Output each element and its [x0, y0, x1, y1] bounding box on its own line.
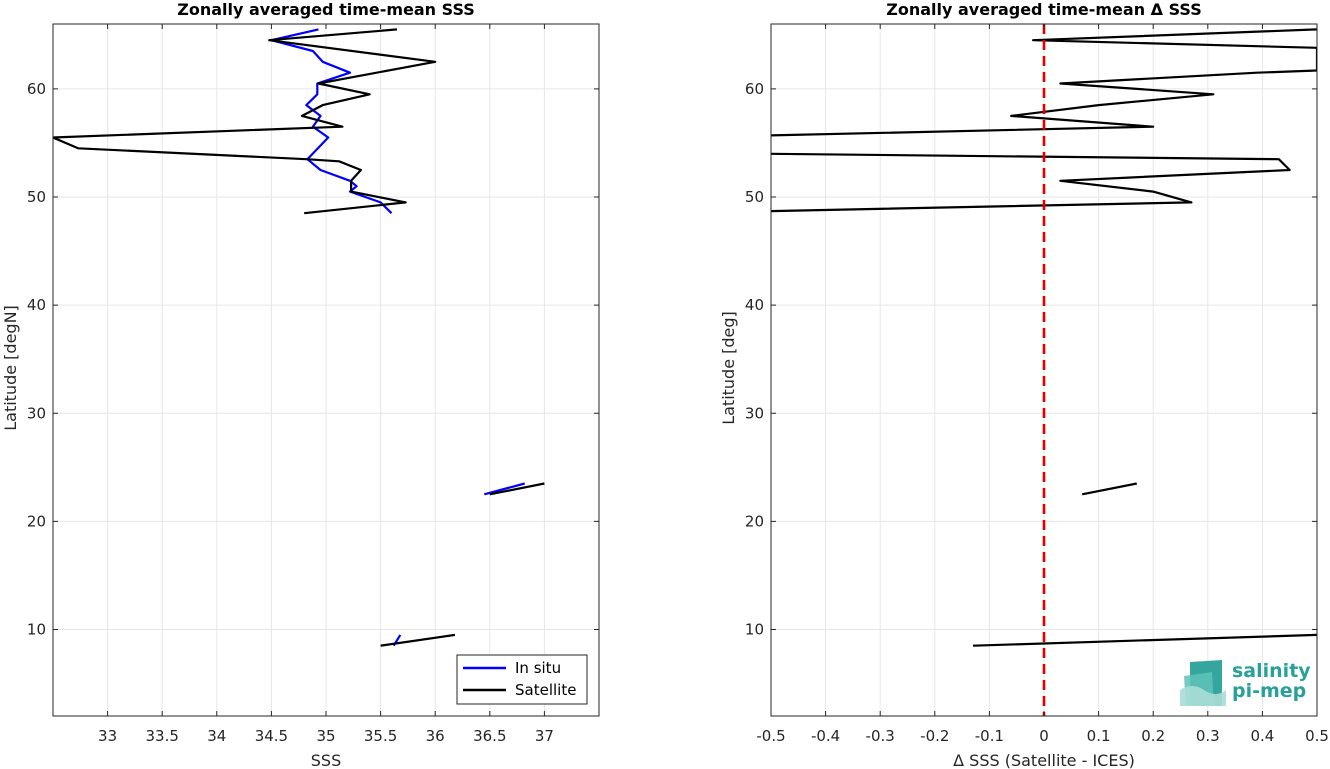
x-tick-label: 34 [207, 727, 226, 745]
y-tick-label: 30 [27, 404, 46, 422]
left-panel-sss: 33 33.5 34 34.5 35 35.5 36 36.5 37 10 20 30 40 50 60 Zo… [1, 0, 600, 769]
logo-text-line2: pi-mep [1232, 680, 1306, 702]
y-tick-label: 60 [27, 80, 46, 98]
legend-label-satellite: Satellite [515, 681, 576, 699]
y-tick-label: 10 [27, 621, 46, 639]
x-tick-label: 0.4 [1250, 727, 1274, 745]
x-tick-label: 0.3 [1196, 727, 1220, 745]
x-tick-label: -0.3 [866, 727, 895, 745]
legend-label-in-situ: In situ [515, 659, 561, 677]
x-tick-label: 36.5 [473, 727, 506, 745]
right-panel-delta-sss: -0.5 -0.4 -0.3 -0.2 -0.1 0 0.1 0.2 0.3 0.4 0.5 10 20… [719, 0, 1329, 769]
series-line-in-situ-segment-1 [484, 482, 525, 496]
x-tick-label: -0.4 [811, 727, 840, 745]
legend-box [456, 654, 588, 705]
x-tick-label: 0 [1039, 727, 1049, 745]
x-tick-label: 0.2 [1141, 727, 1165, 745]
y-tick-label: 10 [745, 621, 764, 639]
y-tick-label: 20 [27, 512, 46, 530]
x-axis-label: Δ SSS (Satellite - ICES) [953, 751, 1135, 769]
x-axis-label: SSS [311, 751, 341, 769]
series-line-delta-sss-segment-0 [771, 28, 1317, 137]
x-tick-label: -0.1 [975, 727, 1004, 745]
chart-title: Zonally averaged time-mean SSS [177, 0, 475, 19]
y-tick-label: 60 [745, 80, 764, 98]
x-tick-label: 35 [316, 727, 335, 745]
y-axis-label: Latitude [degN] [1, 305, 20, 431]
logo-text-line1: salinity [1232, 660, 1311, 682]
y-tick-label: 40 [745, 296, 764, 314]
y-tick-label: 50 [745, 188, 764, 206]
chart-title: Zonally averaged time-mean Δ SSS [886, 0, 1202, 19]
x-tick-label: 36 [426, 727, 445, 745]
x-tick-label: 35.5 [364, 727, 397, 745]
x-tick-label: -0.2 [920, 727, 949, 745]
x-tick-label: 37 [535, 727, 554, 745]
series-line-satellite-segment-2 [380, 633, 456, 647]
series-line-satellite-segment-0 [53, 28, 437, 215]
legend: In situ Satellite [456, 654, 588, 705]
salinity-pi-mep-logo: salinity pi-mep [1180, 660, 1311, 706]
series-line-delta-sss-segment-3 [972, 633, 1317, 647]
x-tick-label: -0.5 [756, 727, 785, 745]
y-axis-label: Latitude [deg] [719, 311, 738, 425]
y-tick-label: 40 [27, 296, 46, 314]
series-line-in-situ-segment-0 [270, 28, 393, 214]
x-tick-label: 0.1 [1087, 727, 1111, 745]
series-line-delta-sss-segment-2 [1081, 482, 1138, 496]
x-tick-label: 33 [98, 727, 117, 745]
series-line-satellite-segment-1 [489, 482, 545, 496]
x-tick-label: 33.5 [145, 727, 178, 745]
y-tick-label: 20 [745, 512, 764, 530]
wave-logo-icon [1180, 660, 1226, 706]
x-tick-label: 0.5 [1305, 727, 1329, 745]
y-tick-label: 30 [745, 404, 764, 422]
series-line-delta-sss-segment-1 [771, 152, 1291, 213]
y-tick-label: 50 [27, 188, 46, 206]
x-tick-label: 34.5 [255, 727, 288, 745]
